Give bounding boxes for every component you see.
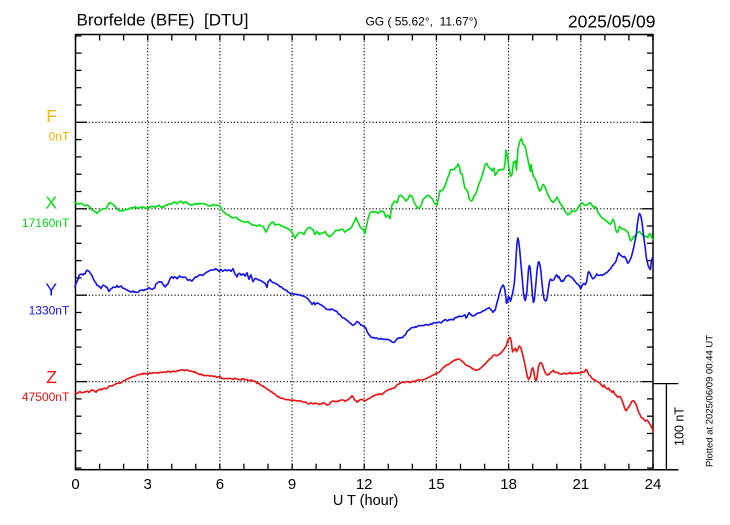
svg-text:6: 6 bbox=[216, 476, 224, 493]
svg-text:15: 15 bbox=[428, 476, 445, 493]
svg-text:21: 21 bbox=[572, 476, 589, 493]
svg-text:12: 12 bbox=[356, 476, 373, 493]
svg-text:Plotted at 2025/06/09 00:44 UT: Plotted at 2025/06/09 00:44 UT bbox=[705, 335, 716, 467]
svg-text:1330nT: 1330nT bbox=[29, 303, 70, 317]
svg-text:0nT: 0nT bbox=[49, 129, 70, 143]
svg-text:X: X bbox=[45, 193, 57, 213]
svg-text:Y: Y bbox=[45, 279, 57, 299]
svg-text:0: 0 bbox=[71, 476, 79, 493]
svg-text:Brorfelde (BFE) [DTU]: Brorfelde (BFE) [DTU] bbox=[77, 11, 249, 30]
svg-text:24: 24 bbox=[645, 476, 662, 493]
svg-text:U T (hour): U T (hour) bbox=[333, 493, 399, 509]
svg-text:9: 9 bbox=[288, 476, 296, 493]
svg-text:F: F bbox=[46, 106, 57, 126]
svg-text:Z: Z bbox=[46, 367, 57, 387]
svg-text:2025/05/09: 2025/05/09 bbox=[568, 12, 656, 32]
svg-text:3: 3 bbox=[144, 476, 152, 493]
svg-text:GG ( 55.62°, 11.67°): GG ( 55.62°, 11.67°) bbox=[365, 14, 477, 28]
svg-text:18: 18 bbox=[500, 476, 517, 493]
svg-text:100 nT: 100 nT bbox=[672, 407, 686, 446]
svg-text:17160nT: 17160nT bbox=[22, 216, 70, 230]
svg-text:47500nT: 47500nT bbox=[22, 390, 70, 404]
